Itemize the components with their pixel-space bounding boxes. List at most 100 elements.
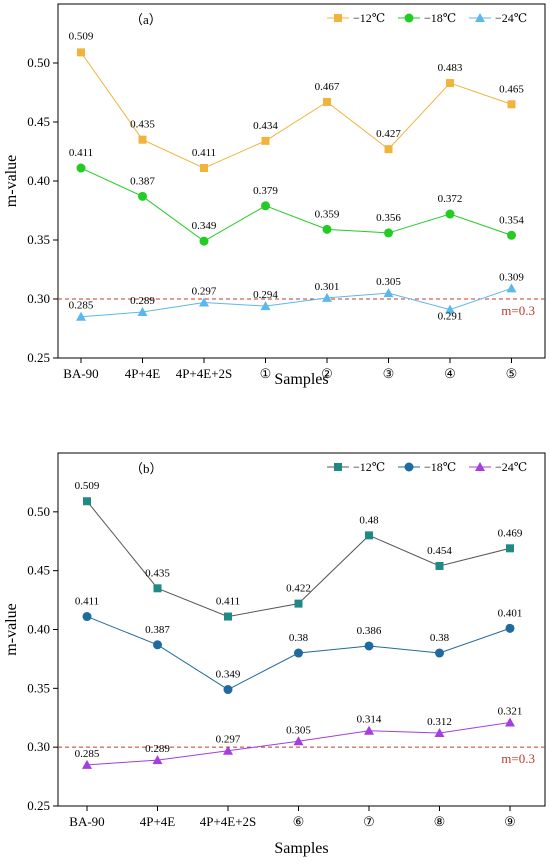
data-label: 0.435	[130, 119, 155, 131]
data-point	[434, 728, 445, 738]
x-tick-label: ②	[321, 366, 333, 381]
data-point	[505, 623, 515, 633]
legend-entry: −24℃	[495, 460, 527, 474]
data-label: 0.321	[498, 705, 523, 717]
data-label: 0.469	[498, 527, 523, 539]
data-label: 0.359	[315, 208, 340, 220]
data-label: 0.305	[286, 724, 311, 736]
data-point	[294, 648, 303, 658]
y-tick-label: 0.25	[27, 350, 50, 365]
x-tick-label: ⑥	[293, 814, 305, 829]
data-label: 0.294	[253, 289, 278, 301]
legend-entry: −12℃	[353, 460, 385, 474]
x-tick-label: ①	[260, 366, 272, 381]
data-point	[199, 236, 209, 246]
x-tick-label: ④	[444, 366, 456, 381]
y-tick-label: 0.40	[27, 622, 50, 637]
data-point	[153, 640, 162, 650]
data-point	[323, 97, 331, 106]
data-point	[137, 306, 148, 316]
legend-entry: −18℃	[424, 11, 456, 25]
data-point	[77, 48, 85, 57]
data-label: 0.411	[75, 596, 99, 608]
data-label: 0.301	[315, 281, 340, 293]
data-point	[138, 191, 147, 201]
reference-line-label: m=0.3	[501, 303, 535, 318]
data-point	[435, 648, 444, 658]
data-point	[261, 201, 270, 211]
data-point	[152, 755, 163, 765]
data-point	[505, 717, 515, 727]
data-label: 0.314	[357, 714, 382, 726]
data-point	[506, 283, 517, 293]
data-label: 0.483	[438, 62, 463, 74]
data-point	[506, 544, 514, 553]
chart-panel-b: 0.25 0.30 0.35 0.40 0.45 0.50 BA-90 4P+4E 4P+4E+…	[3, 452, 546, 857]
data-point	[293, 736, 304, 746]
x-tick-label: BA-90	[63, 366, 98, 381]
data-label: 0.354	[499, 214, 524, 226]
data-label: 0.356	[376, 212, 401, 224]
y-tick-label: 0.45	[27, 114, 50, 129]
y-tick-label: 0.25	[27, 798, 50, 813]
data-label: 0.285	[69, 300, 94, 312]
data-label: 0.289	[130, 295, 155, 307]
data-point	[223, 745, 233, 755]
data-label: 0.411	[216, 596, 240, 608]
data-label: 0.387	[145, 624, 170, 636]
data-label: 0.422	[286, 583, 311, 595]
data-point	[364, 641, 374, 651]
y-tick-label: 0.35	[27, 680, 50, 695]
data-label: 0.349	[216, 669, 241, 681]
data-point	[365, 531, 373, 540]
legend-marker	[404, 462, 414, 472]
data-point	[82, 759, 92, 769]
data-label: 0.285	[75, 748, 100, 760]
panel-label: （b）	[130, 461, 163, 476]
data-point	[261, 136, 270, 145]
x-axis-title: Samples	[274, 371, 328, 388]
x-tick-label: 4P+4E	[125, 366, 161, 381]
data-point	[200, 164, 208, 173]
legend-entry: −12℃	[353, 11, 385, 25]
data-label: 0.509	[69, 30, 94, 42]
x-tick-label: ⑤	[506, 366, 518, 381]
x-tick-label: ⑨	[504, 814, 516, 829]
data-point	[383, 288, 394, 298]
data-label: 0.48	[359, 514, 379, 526]
panel-label: （a）	[130, 12, 162, 27]
y-axis-title: m-value	[3, 155, 20, 207]
data-label: 0.465	[499, 83, 524, 95]
chart-panel-a: 0.25 0.30 0.35 0.40 0.45 0.50 BA-90 4P+4E 4P+4E+…	[3, 3, 546, 388]
legend-marker	[334, 14, 342, 22]
data-point	[199, 297, 209, 307]
series-line	[80, 52, 512, 169]
y-tick-label: 0.35	[27, 232, 50, 247]
data-label: 0.297	[216, 734, 241, 746]
data-point	[223, 685, 233, 695]
y-axis-title: m-value	[3, 603, 20, 655]
reference-line-label: m=0.3	[501, 751, 535, 766]
data-label: 0.349	[192, 220, 217, 232]
x-tick-label: 4P+4E+2S	[176, 366, 233, 381]
data-point	[384, 228, 393, 238]
data-label: 0.379	[253, 185, 278, 197]
data-point	[384, 145, 393, 154]
data-label: 0.38	[289, 632, 309, 644]
data-point	[224, 612, 232, 621]
legend-marker	[404, 13, 414, 23]
data-point	[322, 224, 332, 234]
y-tick-label: 0.30	[27, 291, 50, 306]
legend-entry: −18℃	[424, 460, 456, 474]
x-tick-label: 4P+4E+2S	[200, 814, 257, 829]
data-point	[294, 599, 303, 608]
data-label: 0.411	[69, 147, 93, 159]
data-label: 0.372	[438, 193, 463, 205]
x-axis-title: Samples	[274, 840, 328, 857]
y-tick-label: 0.45	[27, 563, 50, 578]
data-label: 0.411	[192, 147, 216, 159]
data-label: 0.454	[427, 545, 452, 557]
data-label: 0.305	[376, 276, 401, 288]
